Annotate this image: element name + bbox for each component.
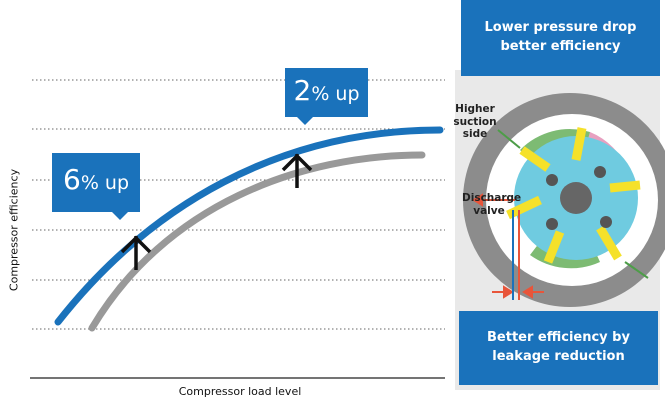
- grid: [32, 79, 445, 330]
- vanes: [506, 127, 641, 264]
- pins: [546, 166, 612, 230]
- up-arrow: [120, 235, 152, 270]
- callout-number: 2: [293, 74, 312, 107]
- improved-curve: [54, 126, 444, 326]
- callout: 6% up: [52, 163, 140, 196]
- callout-box: [285, 68, 368, 125]
- valve-label: Discharge valve: [462, 192, 522, 217]
- up-arrow: [281, 153, 313, 188]
- x-axis-label: Compressor load level: [178, 385, 302, 398]
- bottom-banner: Better efficiency by leakage reduction: [459, 311, 658, 385]
- baseline-curve: [88, 151, 426, 332]
- shaft: [560, 182, 592, 214]
- y-axis-label: Compressor efficiency: [7, 168, 21, 292]
- callout-number: 6: [62, 163, 81, 196]
- callout-box: [52, 153, 140, 220]
- callout: 2% up: [285, 74, 368, 107]
- callout-suffix: % up: [80, 172, 130, 194]
- flow-arrows: [497, 129, 649, 279]
- top-banner: Lower pressure drop better efficiency: [461, 0, 660, 76]
- callout-suffix: % up: [311, 83, 360, 105]
- leak-arrows: [472, 193, 544, 299]
- suction-label: Higher suction side: [453, 103, 497, 141]
